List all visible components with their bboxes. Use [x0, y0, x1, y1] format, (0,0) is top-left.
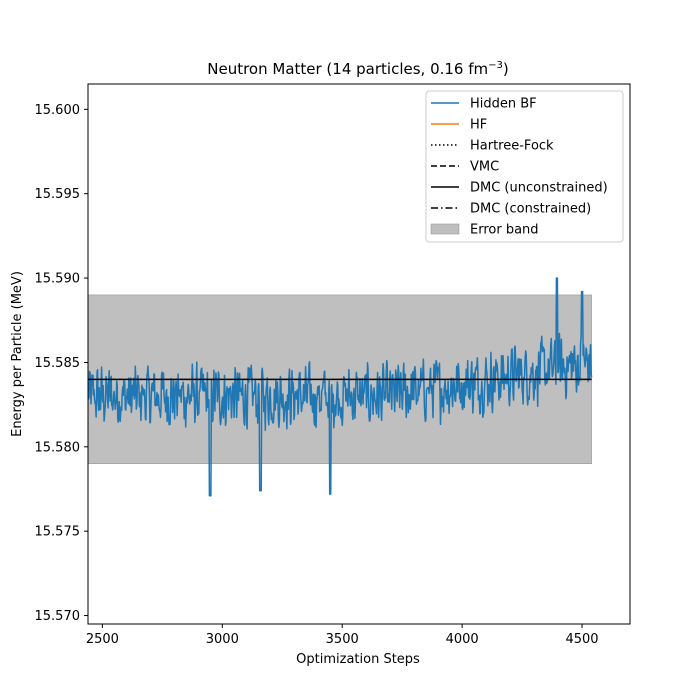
y-tick-label: 15.600 — [35, 103, 81, 118]
chart-title: Neutron Matter (14 particles, 0.16 fm−3) — [207, 60, 509, 78]
y-tick-label: 15.585 — [35, 356, 81, 371]
legend-label-dmc-unconstrained: DMC (unconstrained) — [470, 181, 608, 196]
y-tick-label: 15.595 — [35, 187, 81, 202]
legend-frame — [425, 90, 624, 243]
legend: Hidden BF HF Hartree-Fock VMC DMC (unconstra… — [425, 90, 624, 243]
y-axis-label: Energy per Particle (MeV) — [10, 271, 25, 437]
y-tick-label: 15.590 — [35, 272, 81, 287]
axes-frame — [87, 83, 631, 625]
legend-label-dmc-constrained: DMC (constrained) — [470, 202, 591, 217]
legend-label-hidden-bf: Hidden BF — [470, 97, 537, 112]
x-tick-label: 4500 — [565, 632, 598, 647]
x-axis-label: Optimization Steps — [296, 652, 420, 667]
legend-label-error-band: Error band — [470, 223, 539, 238]
series-hidden-bf-line — [88, 277, 593, 497]
y-tick-label: 15.575 — [35, 525, 81, 540]
y-tick-label: 15.580 — [35, 440, 81, 455]
x-tick-label: 3000 — [206, 632, 239, 647]
y-tick-label: 15.570 — [35, 609, 81, 624]
legend-label-hf: HF — [470, 118, 487, 133]
x-tick-label: 3500 — [326, 632, 359, 647]
legend-swatch-error-band — [430, 223, 460, 235]
x-tick-label: 2500 — [86, 632, 119, 647]
x-tick-label: 4000 — [446, 632, 479, 647]
legend-label-vmc: VMC — [470, 160, 499, 175]
legend-label-hartree-fock: Hartree-Fock — [470, 139, 554, 154]
